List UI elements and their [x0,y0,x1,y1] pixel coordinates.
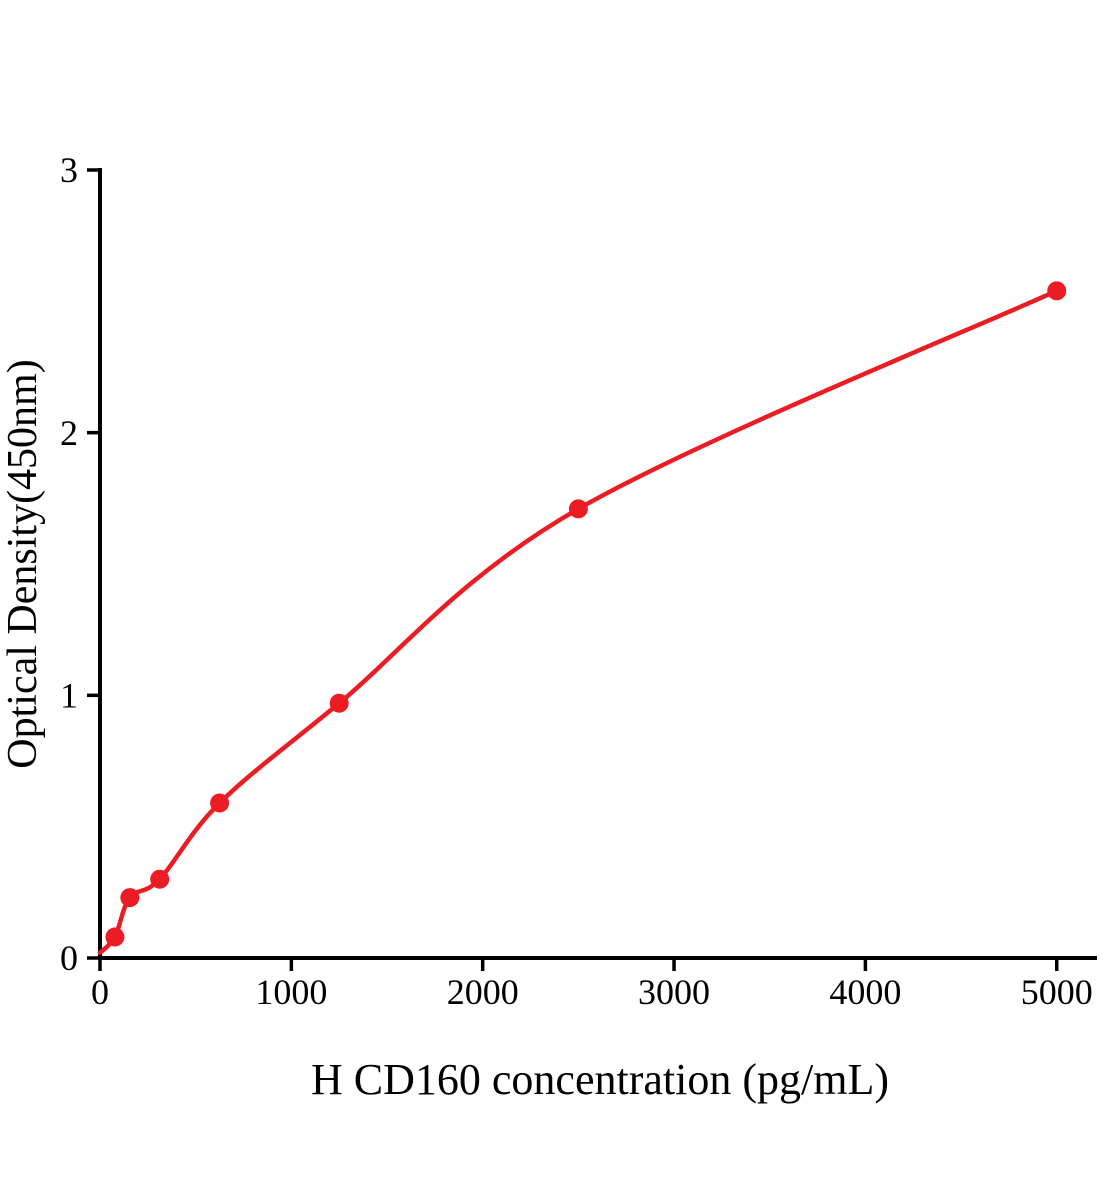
data-point-marker [568,499,588,519]
y-tick-label: 3 [60,150,78,190]
data-point-marker [329,693,349,713]
x-tick-label: 2000 [447,972,519,1012]
y-tick-label: 0 [60,938,78,978]
data-point-marker [105,927,125,947]
y-tick-label: 2 [60,413,78,453]
data-point-marker [150,869,170,889]
x-axis-label: H CD160 concentration (pg/mL) [311,1055,889,1104]
data-point-marker [120,888,140,908]
data-point-marker [210,793,230,813]
x-tick-label: 0 [91,972,109,1012]
x-tick-label: 3000 [638,972,710,1012]
y-axis-label: Optical Density(450nm) [0,359,46,768]
x-tick-label: 4000 [829,972,901,1012]
x-tick-label: 5000 [1021,972,1093,1012]
data-point-marker [1047,281,1067,301]
x-tick-label: 1000 [255,972,327,1012]
y-tick-label: 1 [60,676,78,716]
plot-layer: 0 1000 2000 3000 4000 5000 0 1 2 3 [60,150,1097,1012]
fit-curve [97,288,1059,955]
